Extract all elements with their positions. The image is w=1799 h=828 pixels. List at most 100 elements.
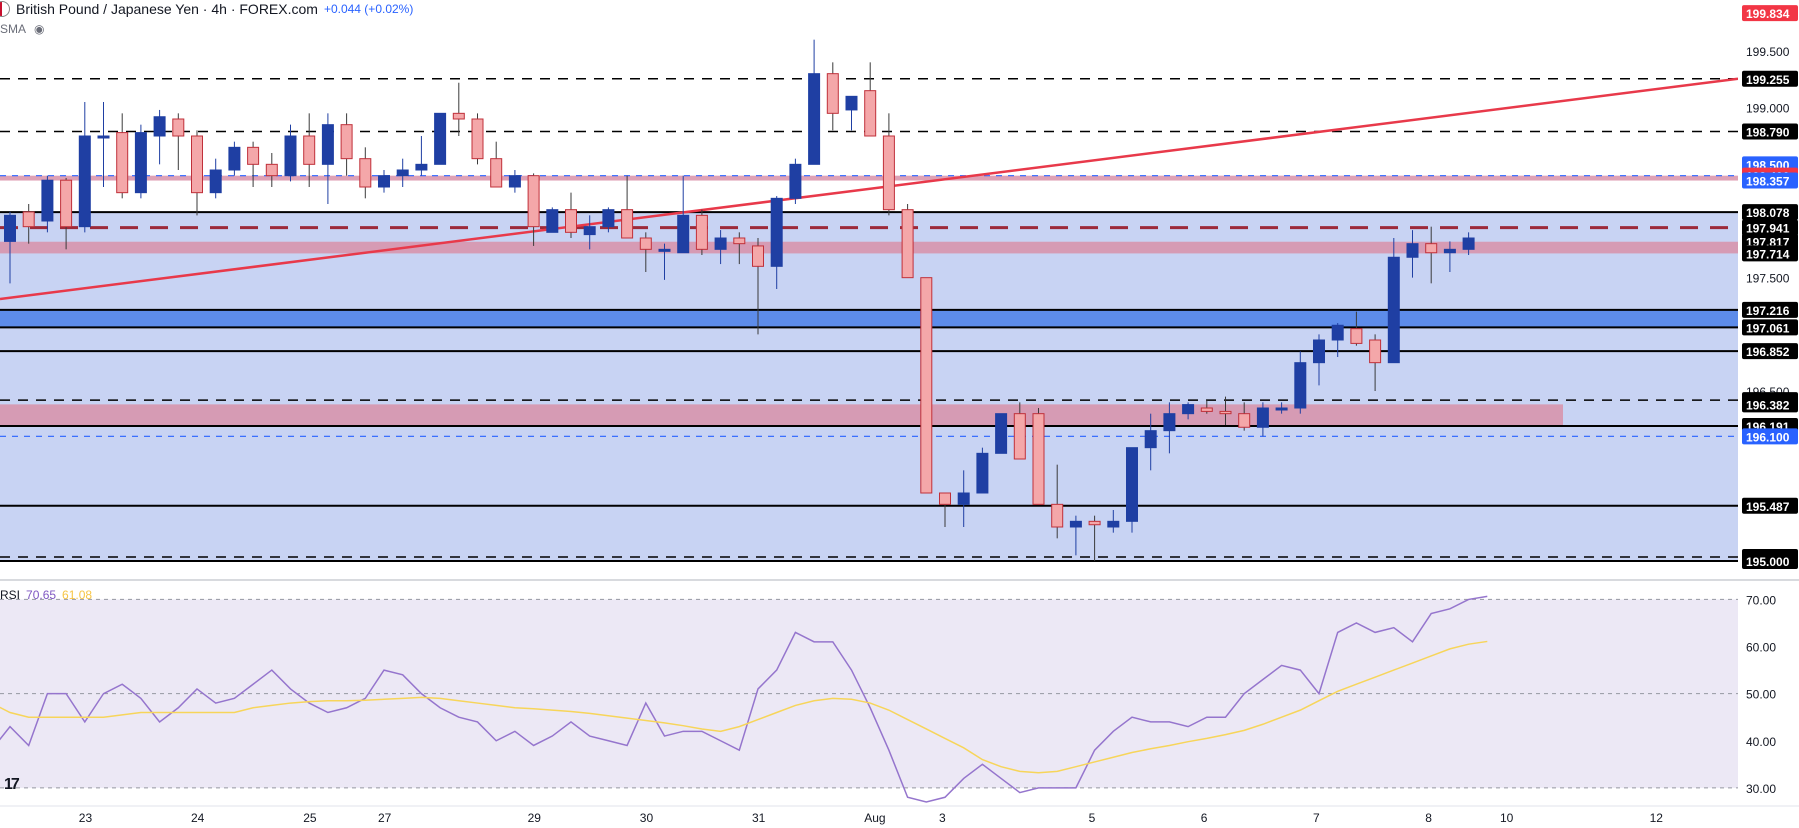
- candle-body: [1069, 520, 1082, 528]
- candle-body: [284, 135, 297, 177]
- candle-body: [658, 248, 671, 252]
- candle-body: [770, 197, 783, 267]
- candle-body: [1219, 410, 1232, 415]
- price-tag-bg: [1742, 204, 1798, 221]
- price-tag-bg: [1742, 172, 1798, 189]
- candle-body: [527, 175, 540, 228]
- candle-body: [957, 492, 970, 505]
- candle-body: [1462, 237, 1475, 250]
- time-tick: 30: [640, 811, 654, 825]
- eye-off-icon[interactable]: ◉: [34, 22, 45, 36]
- candle-body: [864, 90, 877, 137]
- price-tag-bg: [1742, 428, 1798, 445]
- candle-body: [789, 163, 802, 199]
- time-tick: 5: [1089, 811, 1096, 825]
- candle-body: [639, 237, 652, 250]
- candle-body: [1387, 256, 1400, 364]
- candle-body: [340, 124, 353, 160]
- candle-body: [508, 175, 521, 188]
- candle-body: [826, 73, 839, 114]
- candle-body: [939, 492, 951, 505]
- time-tick: 27: [378, 811, 392, 825]
- candle-body: [471, 118, 484, 160]
- price-tag-bg: [1742, 319, 1798, 336]
- candle-body: [228, 146, 241, 171]
- candle-body: [41, 179, 54, 222]
- price-tag-bg: [1742, 497, 1798, 514]
- candle-body: [920, 277, 933, 494]
- candle-body: [434, 112, 447, 165]
- price-tick: 199.834: [1746, 7, 1790, 21]
- price-tag-bg: [1742, 301, 1798, 318]
- candle-body: [1088, 520, 1101, 526]
- candle-body: [1443, 248, 1456, 254]
- candle-body: [490, 158, 503, 188]
- price-tag-bg: [1742, 245, 1798, 262]
- price-tick: 197.500: [1746, 272, 1790, 286]
- candle-body: [901, 209, 914, 279]
- candle-body: [172, 118, 185, 137]
- zone-red: [0, 404, 1563, 427]
- candle-body: [995, 413, 1008, 454]
- rsi-label: RSI: [0, 588, 21, 602]
- price-tag-bg: [1742, 219, 1798, 236]
- candle-body: [78, 135, 91, 228]
- price-change: +0.044 (+0.02%): [323, 2, 414, 16]
- chart-title: British Pound / Japanese Yen · 4h · FORE…: [16, 1, 318, 17]
- candle-body: [976, 452, 989, 494]
- candle-body: [1200, 407, 1213, 412]
- candle-body: [452, 112, 465, 120]
- indicator-legend[interactable]: SMA ◉: [0, 22, 45, 36]
- price-tag-bg: [1742, 70, 1798, 87]
- candle-body: [621, 209, 634, 239]
- time-tick: 3: [939, 811, 946, 825]
- candle-body: [1013, 413, 1026, 460]
- candle-body: [116, 132, 129, 194]
- candle-body: [1032, 413, 1045, 505]
- price-tag-bg: [1742, 553, 1798, 569]
- candle-body: [209, 169, 222, 194]
- price-tick: 198.790: [1746, 125, 1790, 139]
- time-tick: 29: [528, 811, 542, 825]
- rsi-sma-line: [0, 640, 1488, 774]
- time-tick: 23: [79, 811, 93, 825]
- price-tick: 199.500: [1746, 45, 1790, 59]
- time-tick: 31: [752, 811, 766, 825]
- candle-body: [1331, 324, 1344, 341]
- candle-body: [752, 245, 764, 267]
- rsi-tick: 60.00: [1746, 641, 1776, 655]
- zone-red: [0, 241, 1738, 254]
- candle-body: [565, 209, 577, 233]
- price-tick: 196.382: [1746, 398, 1790, 412]
- price-tick: 197.061: [1746, 321, 1790, 335]
- candle-body: [396, 169, 409, 177]
- rsi-band: [0, 599, 1738, 788]
- price-tick: 195.487: [1746, 500, 1790, 514]
- candle-body: [134, 132, 147, 194]
- candle-body: [247, 146, 260, 165]
- candle-body: [22, 211, 35, 228]
- price-tick: 196.852: [1746, 345, 1790, 359]
- price-tick: 195.000: [1746, 555, 1790, 569]
- zone-red: [0, 175, 1738, 181]
- candle-body: [1107, 520, 1120, 528]
- rsi-legend: RSI 70.65 61.08: [0, 588, 92, 602]
- rsi-line: [0, 595, 1488, 803]
- time-tick: 8: [1425, 811, 1432, 825]
- candle-body: [1369, 339, 1382, 364]
- tradingview-logo-icon[interactable]: 17: [4, 776, 20, 793]
- price-tag-bg: [1742, 396, 1798, 413]
- trendline: [0, 77, 1739, 301]
- candle-body: [1425, 243, 1438, 254]
- candle-body: [677, 214, 690, 254]
- time-tick: 7: [1313, 811, 1320, 825]
- price-tick: 198.357: [1746, 175, 1790, 189]
- candle-body: [265, 163, 278, 177]
- candle-body: [153, 116, 166, 137]
- candle-body: [191, 135, 203, 194]
- time-tick: Aug: [864, 811, 885, 825]
- price-tag-bg: [1742, 5, 1798, 22]
- candle-body: [602, 209, 615, 228]
- candle-body: [583, 226, 596, 236]
